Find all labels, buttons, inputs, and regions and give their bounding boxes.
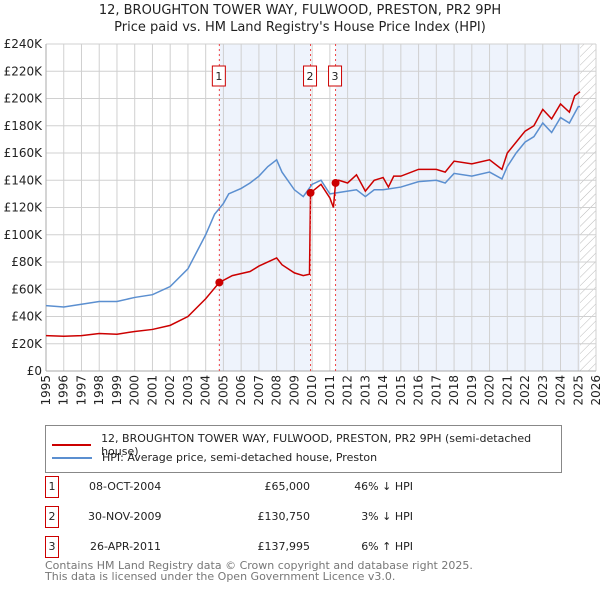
x-tick-label: 2005 [216, 375, 230, 406]
legend: 12, BROUGHTON TOWER WAY, FULWOOD, PRESTO… [45, 425, 562, 473]
y-tick-label: £180K [4, 119, 44, 133]
footer-licence: This data is licensed under the Open Gov… [45, 570, 396, 583]
sale-row: 1 08-OCT-2004 £65,000 46% ↓ HPI [45, 476, 445, 498]
x-tick-label: 2013 [358, 375, 372, 406]
x-tick-label: 2016 [412, 375, 426, 406]
x-tick-label: 2011 [323, 375, 337, 406]
legend-swatch-blue [52, 456, 92, 459]
subtitle-line: Price paid vs. HM Land Registry's House … [114, 20, 486, 35]
x-tick-label: 1996 [57, 375, 71, 406]
y-tick-label: £220K [4, 64, 44, 78]
x-tick-label: 1995 [39, 375, 53, 406]
legend-label: 12, BROUGHTON TOWER WAY, FULWOOD, PRESTO… [101, 432, 532, 458]
footer-copyright: Contains HM Land Registry data © Crown c… [45, 559, 473, 572]
x-tick-label: 2008 [270, 375, 284, 406]
x-tick-label: 1997 [74, 375, 88, 406]
x-tick-label: 2006 [234, 375, 248, 406]
x-tick-label: 2010 [305, 375, 319, 406]
sale-price: £130,750 [257, 510, 311, 523]
sale-row: 2 30-NOV-2009 £130,750 3% ↓ HPI [45, 506, 445, 528]
sale-price: £137,995 [257, 540, 311, 553]
y-tick-label: £100K [4, 228, 44, 242]
sale-marker-badge: 1 [45, 476, 59, 498]
x-tick-label: 2024 [554, 375, 568, 406]
sale-date: 08-OCT-2004 [89, 480, 162, 493]
hpi-line [45, 105, 581, 308]
legend-item-hpi: HPI: Average price, semi-detached house,… [52, 451, 377, 464]
sale-point [306, 188, 315, 197]
legend-label: HPI: Average price, semi-detached house,… [102, 451, 378, 464]
chart-title: 12, BROUGHTON TOWER WAY, FULWOOD, PRESTO… [0, 2, 600, 36]
x-tick-label: 1999 [110, 375, 124, 406]
sale-point [215, 278, 224, 287]
x-tick-label: 2015 [394, 375, 408, 406]
sale-price: £65,000 [264, 480, 311, 493]
x-tick-label: 2003 [181, 375, 195, 406]
sale-date: 26-APR-2011 [90, 540, 162, 553]
x-tick-label: 2009 [287, 375, 301, 406]
x-tick-label: 2007 [252, 375, 266, 406]
sale-hpi-diff: 6% ↑ HPI [361, 540, 413, 553]
x-tick-label: 2002 [163, 375, 177, 406]
legend-swatch-red [52, 444, 92, 446]
y-tick-label: £240K [4, 37, 44, 51]
y-tick-label: £120K [4, 201, 44, 215]
sale-label: 3 [332, 70, 339, 83]
sale-point [331, 178, 340, 187]
y-tick-label: £200K [4, 92, 44, 106]
sale-marker-badge: 3 [45, 536, 59, 558]
sale-label: 2 [307, 70, 314, 83]
x-tick-label: 1998 [92, 375, 106, 406]
property-price-line [45, 91, 581, 338]
sale-marker-badge: 2 [45, 506, 59, 528]
sale-label: 1 [215, 70, 222, 83]
x-tick-label: 2017 [429, 375, 443, 406]
x-tick-label: 2004 [199, 375, 213, 406]
x-tick-label: 2026 [589, 375, 600, 406]
x-tick-label: 2012 [341, 375, 355, 406]
x-tick-label: 2019 [465, 375, 479, 406]
sale-label-box [211, 65, 226, 87]
title-line: 12, BROUGHTON TOWER WAY, FULWOOD, PRESTO… [98, 3, 502, 18]
sale-label-box [303, 65, 318, 87]
y-tick-label: £80K [11, 255, 43, 269]
sale-hpi-diff: 46% ↓ HPI [354, 480, 413, 493]
y-tick-label: £60K [11, 282, 43, 296]
y-tick-label: £0 [27, 364, 42, 378]
sale-hpi-diff: 3% ↓ HPI [361, 510, 413, 523]
sale-row: 3 26-APR-2011 £137,995 6% ↑ HPI [45, 536, 445, 558]
y-tick-label: £140K [4, 173, 44, 187]
x-tick-label: 2014 [376, 375, 390, 406]
y-tick-label: £160K [4, 146, 44, 160]
y-tick-label: £20K [11, 337, 43, 351]
x-tick-label: 2023 [536, 375, 550, 406]
x-tick-label: 2000 [128, 375, 142, 406]
sale-date: 30-NOV-2009 [88, 510, 162, 523]
x-tick-label: 2025 [571, 375, 585, 406]
x-tick-label: 2022 [518, 375, 532, 406]
x-tick-label: 2018 [447, 375, 461, 406]
x-tick-label: 2021 [500, 375, 514, 406]
footer: Contains HM Land Registry data © Crown c… [45, 560, 473, 582]
x-tick-label: 2020 [483, 375, 497, 406]
y-tick-label: £40K [11, 310, 43, 324]
legend-item-property: 12, BROUGHTON TOWER WAY, FULWOOD, PRESTO… [52, 432, 561, 458]
sale-label-box [328, 65, 343, 87]
price-chart: £0 £20K £40K £60K £80K £100K £120K £140K £160K £1… [4, 37, 600, 406]
x-tick-label: 2001 [145, 375, 159, 406]
